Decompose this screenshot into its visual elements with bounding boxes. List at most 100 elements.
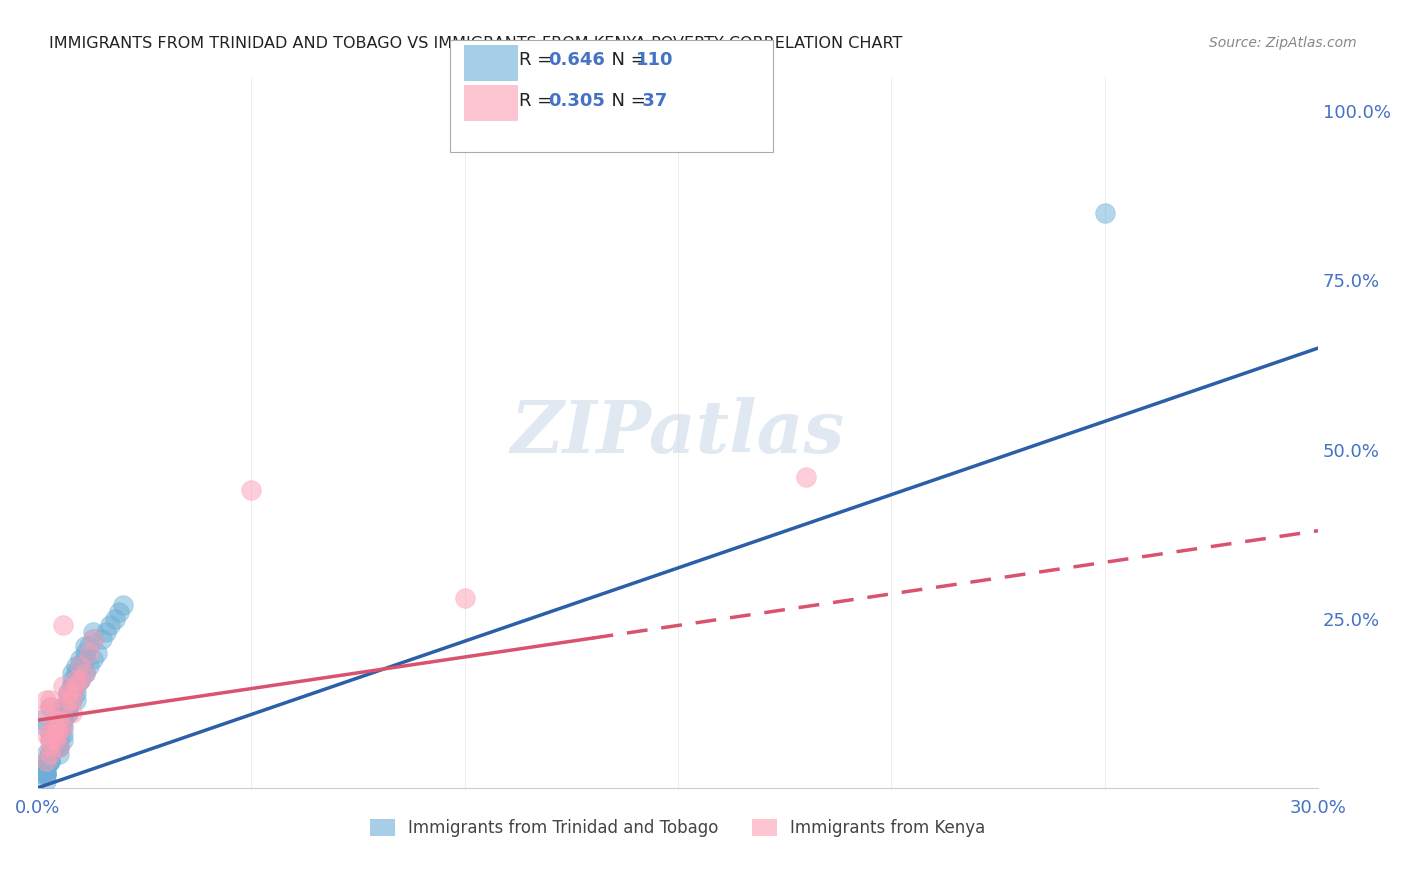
Point	[69, 659, 91, 673]
Point	[52, 713, 75, 727]
Point	[44, 733, 66, 747]
Point	[31, 760, 53, 774]
Point	[48, 733, 70, 747]
Point	[65, 693, 87, 707]
Point	[48, 720, 70, 734]
Point	[69, 673, 91, 687]
Point	[39, 699, 62, 714]
Point	[82, 652, 104, 666]
Point	[39, 727, 62, 741]
Text: N =: N =	[600, 51, 652, 69]
Point	[65, 686, 87, 700]
Text: 37: 37	[636, 92, 666, 110]
Point	[65, 665, 87, 680]
Point	[48, 720, 70, 734]
Point	[35, 747, 58, 761]
Point	[44, 713, 66, 727]
Point	[77, 646, 100, 660]
Point	[56, 686, 79, 700]
Point	[44, 720, 66, 734]
Point	[48, 740, 70, 755]
Point	[60, 679, 83, 693]
Point	[56, 706, 79, 721]
Point	[39, 747, 62, 761]
Point	[44, 727, 66, 741]
Point	[56, 699, 79, 714]
Point	[60, 686, 83, 700]
Point	[44, 733, 66, 747]
Point	[69, 673, 91, 687]
Point	[35, 727, 58, 741]
Point	[39, 747, 62, 761]
Point	[48, 720, 70, 734]
Point	[35, 754, 58, 768]
Point	[52, 713, 75, 727]
Point	[52, 699, 75, 714]
Point	[56, 686, 79, 700]
Point	[86, 646, 108, 660]
Point	[56, 693, 79, 707]
Point	[60, 679, 83, 693]
Point	[60, 665, 83, 680]
Point	[103, 612, 125, 626]
Point	[39, 747, 62, 761]
Point	[52, 706, 75, 721]
Point	[69, 652, 91, 666]
Point	[35, 706, 58, 721]
Point	[56, 686, 79, 700]
Point	[48, 747, 70, 761]
Point	[48, 720, 70, 734]
Point	[44, 733, 66, 747]
Point	[73, 639, 96, 653]
Point	[48, 720, 70, 734]
Point	[69, 659, 91, 673]
Point	[56, 693, 79, 707]
Point	[94, 625, 117, 640]
Point	[35, 693, 58, 707]
Point	[35, 767, 58, 781]
Point	[77, 659, 100, 673]
Text: R =: R =	[519, 92, 558, 110]
Point	[44, 720, 66, 734]
Point	[56, 693, 79, 707]
Point	[112, 598, 135, 612]
Point	[52, 720, 75, 734]
Point	[60, 693, 83, 707]
Point	[52, 706, 75, 721]
Point	[73, 652, 96, 666]
Point	[52, 699, 75, 714]
Point	[52, 618, 75, 632]
Point	[1094, 206, 1116, 220]
Point	[69, 673, 91, 687]
Point	[82, 625, 104, 640]
Point	[44, 733, 66, 747]
Point	[52, 706, 75, 721]
Text: Source: ZipAtlas.com: Source: ZipAtlas.com	[1209, 36, 1357, 50]
Point	[69, 659, 91, 673]
Point	[60, 679, 83, 693]
Point	[73, 665, 96, 680]
Point	[35, 760, 58, 774]
Text: N =: N =	[600, 92, 652, 110]
Point	[44, 733, 66, 747]
Point	[56, 706, 79, 721]
Point	[48, 727, 70, 741]
Point	[73, 665, 96, 680]
Point	[31, 767, 53, 781]
Point	[39, 740, 62, 755]
Point	[60, 693, 83, 707]
Point	[31, 713, 53, 727]
Point	[39, 747, 62, 761]
Point	[52, 699, 75, 714]
Point	[39, 699, 62, 714]
Point	[39, 733, 62, 747]
Point	[794, 469, 817, 483]
Point	[39, 747, 62, 761]
Point	[73, 665, 96, 680]
Point	[44, 740, 66, 755]
Text: 0.646: 0.646	[548, 51, 605, 69]
Point	[52, 706, 75, 721]
Point	[52, 733, 75, 747]
Point	[107, 605, 129, 619]
Point	[65, 673, 87, 687]
